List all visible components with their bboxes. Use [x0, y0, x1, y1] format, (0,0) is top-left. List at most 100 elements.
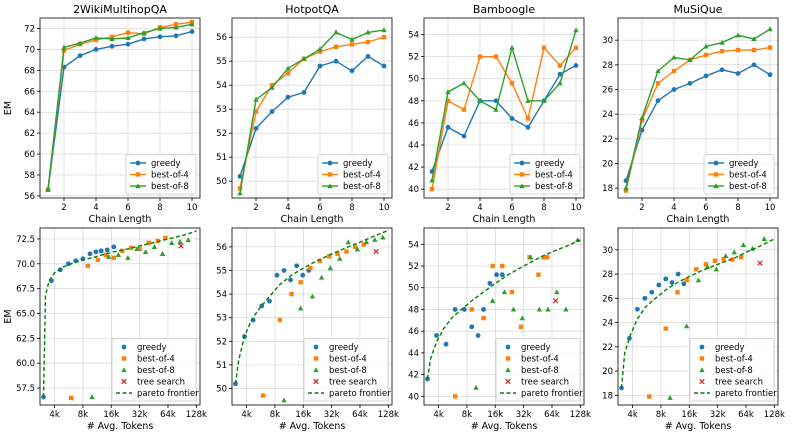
data-point	[308, 265, 313, 271]
chart-title: 2WikiMultihopQA	[73, 3, 167, 16]
data-point	[675, 271, 681, 277]
data-point	[573, 45, 579, 51]
data-point	[493, 106, 499, 112]
data-point	[134, 246, 140, 251]
legend-label: best-of-8	[137, 366, 175, 376]
data-point	[655, 81, 661, 86]
x-tick-label: 8	[541, 203, 546, 213]
plot-area	[41, 230, 197, 401]
legend-label: greedy	[535, 159, 565, 169]
plot-area	[623, 26, 773, 193]
data-point	[349, 36, 355, 42]
data-point	[289, 291, 294, 297]
x-tick-label: 64k	[738, 410, 754, 420]
data-point	[730, 257, 735, 262]
data-point	[490, 263, 495, 269]
data-point	[469, 324, 475, 330]
y-tick-label: 46	[408, 327, 419, 337]
data-point	[317, 63, 323, 69]
data-point	[639, 127, 645, 133]
data-point	[573, 63, 579, 68]
data-point	[525, 116, 531, 121]
legend-marker	[519, 183, 525, 189]
legend-marker	[135, 172, 141, 177]
chart-title: HotpotQA	[285, 3, 339, 16]
chart-panel: 4k 8k 16k 32k 64k 128k 18 20 22 24 26 28 30 # Avg. To…	[602, 227, 785, 432]
legend-box	[125, 154, 197, 195]
legend-marker	[505, 378, 511, 385]
data-point	[300, 272, 306, 278]
x-axis-label: # Avg. Tokens	[279, 421, 346, 432]
x-tick-label: 8	[157, 203, 162, 213]
data-point	[317, 49, 323, 54]
x-axis-label: Chain Length	[89, 214, 152, 225]
legend-label: best-of-8	[151, 182, 189, 192]
data-point	[655, 68, 661, 74]
data-point	[681, 281, 687, 287]
series-line-best-of-4	[625, 46, 771, 191]
legend-label: best-of-4	[329, 355, 367, 365]
data-point	[111, 244, 117, 250]
chart-panel: 4k 8k 16k 32k 64k 128k 57.5 60.0 62.5 65.0 67.5 70.…	[3, 227, 207, 432]
x-tick-label: 32k	[324, 410, 340, 420]
data-point	[269, 84, 275, 90]
legend-box	[317, 154, 389, 195]
legend-label: best-of-8	[729, 182, 767, 192]
data-point	[445, 89, 451, 95]
x-tick-label: 6	[703, 203, 708, 213]
data-point	[731, 249, 737, 255]
data-point	[141, 36, 147, 42]
y-tick-label: 62.5	[16, 334, 35, 344]
x-tick-label: 6	[317, 203, 322, 213]
y-tick-label: 70.0	[16, 260, 35, 270]
data-point	[93, 46, 99, 52]
data-point	[671, 68, 677, 74]
legend-label: tree search	[521, 378, 569, 388]
data-point	[93, 249, 99, 255]
data-point	[735, 47, 741, 53]
series-line-best-of-8	[431, 29, 577, 181]
data-point	[461, 80, 467, 86]
plot-frame	[39, 227, 201, 406]
y-tick-label: 50	[408, 284, 419, 294]
data-point	[655, 98, 661, 104]
data-point	[663, 276, 669, 282]
data-point	[500, 263, 505, 269]
data-point	[151, 244, 158, 249]
y-tick-label: 18	[602, 184, 613, 194]
data-point	[757, 260, 763, 266]
data-point	[285, 94, 291, 100]
legend-marker	[313, 367, 319, 373]
data-point	[98, 248, 104, 254]
data-point	[365, 39, 371, 45]
data-point	[115, 252, 122, 257]
data-point	[703, 73, 709, 79]
data-point	[519, 315, 526, 321]
data-point	[301, 90, 307, 95]
x-tick-label: 128k	[186, 410, 207, 420]
data-point	[281, 397, 287, 403]
x-tick-label: 4k	[49, 410, 59, 420]
legend-box	[509, 154, 581, 195]
y-tick-label: 30	[602, 246, 613, 256]
data-point	[277, 317, 282, 323]
data-point	[337, 255, 343, 261]
y-tick-label: 20	[602, 159, 613, 169]
data-point	[267, 298, 272, 304]
y-tick-label: 54	[408, 31, 419, 41]
data-point	[269, 109, 275, 114]
data-point	[354, 246, 361, 252]
data-point	[253, 125, 259, 131]
x-axis-label: Chain Length	[281, 214, 344, 225]
chart-panel: 4k 8k 16k 32k 64k 128k 50 51 52 53 54 55 56 # Avg. To…	[216, 227, 399, 432]
data-point	[77, 40, 83, 46]
data-point	[365, 29, 371, 35]
data-point	[253, 96, 259, 102]
data-point	[639, 115, 645, 120]
data-point	[281, 268, 287, 273]
data-point	[719, 67, 725, 73]
y-tick-label: 72	[24, 24, 35, 34]
data-point	[563, 306, 569, 312]
